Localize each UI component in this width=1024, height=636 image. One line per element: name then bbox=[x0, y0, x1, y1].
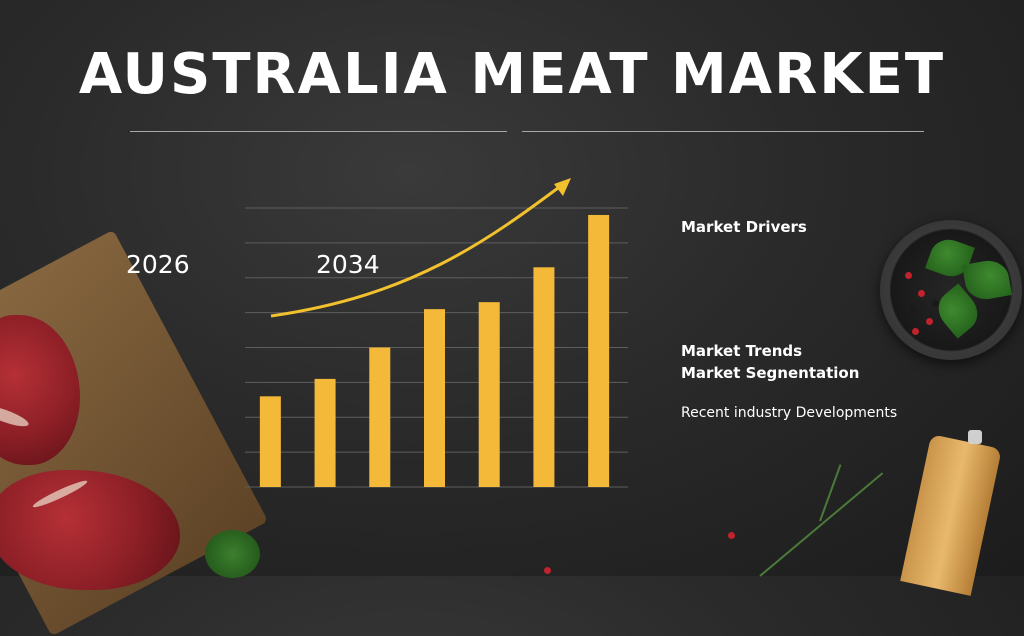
recent-developments-label: Recent industry Developments bbox=[681, 405, 898, 421]
trend-arrow-line bbox=[270, 180, 567, 318]
bar bbox=[588, 214, 610, 487]
end-year-label: 2034 bbox=[316, 250, 380, 279]
peppercorn-image bbox=[926, 318, 933, 325]
peppercorn-image bbox=[544, 567, 551, 574]
bar bbox=[424, 309, 445, 487]
peppercorn-image bbox=[910, 305, 917, 312]
raw-steak-image bbox=[0, 470, 180, 590]
market-growth-chart bbox=[245, 178, 628, 488]
market-trends-label: Market Trends bbox=[681, 342, 803, 360]
trend-arrow-head bbox=[554, 178, 571, 196]
peppercorn-image bbox=[728, 532, 735, 539]
bar bbox=[259, 396, 281, 487]
market-segmentation-label: Market Segnentation bbox=[681, 364, 860, 382]
page-title: AUSTRALIA MEAT MARKET bbox=[78, 42, 946, 107]
bar bbox=[369, 347, 391, 487]
peppercorn-image bbox=[905, 272, 912, 279]
bar bbox=[533, 267, 555, 487]
parsley-garnish-image bbox=[205, 530, 260, 578]
chart-bars bbox=[259, 214, 610, 487]
peppercorn-image bbox=[918, 290, 925, 297]
trend-arrow bbox=[270, 178, 571, 318]
bar bbox=[478, 302, 500, 487]
title-divider-left bbox=[130, 131, 507, 132]
market-drivers-label: Market Drivers bbox=[681, 218, 807, 236]
start-year-label: 2026 bbox=[126, 250, 190, 279]
bar bbox=[314, 378, 336, 487]
peppercorn-image bbox=[912, 328, 919, 335]
peppercorn-image bbox=[932, 300, 939, 307]
title-divider-right bbox=[522, 131, 924, 132]
pepper-grinder-cap bbox=[968, 430, 982, 444]
